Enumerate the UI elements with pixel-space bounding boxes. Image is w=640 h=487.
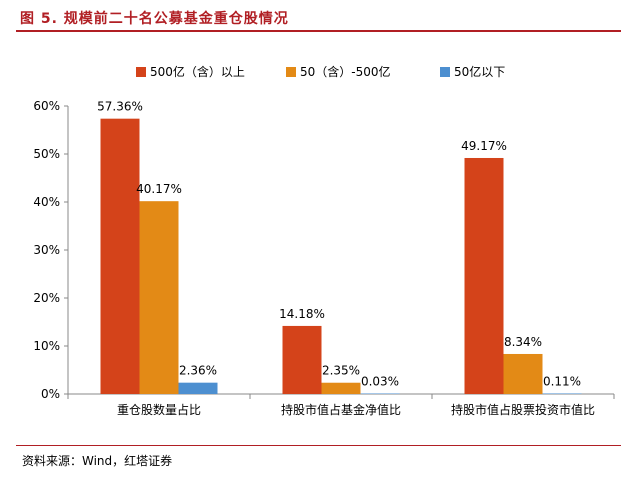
source-note: 资料来源：Wind，红塔证券 [22,454,173,468]
y-tick-label: 40% [33,195,60,209]
bar [282,325,322,394]
bar [100,118,140,394]
y-tick-label: 20% [33,291,60,305]
data-label: 2.36% [179,364,217,378]
data-label: 0.11% [543,374,581,388]
legend-label: 500亿（含）以上 [150,64,245,79]
legend-swatch [440,67,450,77]
bar [542,393,582,394]
figure-title: 图 5. 规模前二十名公募基金重仓股情况 [20,11,289,27]
bar [321,382,361,394]
bar [503,353,543,394]
legend-swatch [136,67,146,77]
data-label: 49.17% [461,139,507,153]
y-tick-label: 10% [33,339,60,353]
data-label: 57.36% [97,100,143,114]
data-label: 8.34% [504,335,542,349]
data-label: 2.35% [322,364,360,378]
footer-divider [16,445,621,446]
data-label: 0.03% [361,375,399,389]
bar [139,201,179,394]
bar [464,157,504,394]
bar [360,393,400,394]
legend-swatch [286,67,296,77]
y-tick-label: 30% [33,243,60,257]
legend-label: 50（含）-500亿 [300,64,391,79]
x-tick-label: 重仓股数量占比 [117,402,201,417]
legend-label: 50亿以下 [454,64,505,79]
data-label: 14.18% [279,307,325,321]
data-label: 40.17% [136,182,182,196]
y-tick-label: 60% [33,99,60,113]
bar [178,382,218,394]
x-tick-label: 持股市值占股票投资市值比 [451,402,595,417]
figure-header: 图 5. 规模前二十名公募基金重仓股情况 [16,4,621,32]
x-tick-label: 持股市值占基金净值比 [281,402,401,417]
y-tick-label: 0% [41,387,60,401]
y-tick-label: 50% [33,147,60,161]
